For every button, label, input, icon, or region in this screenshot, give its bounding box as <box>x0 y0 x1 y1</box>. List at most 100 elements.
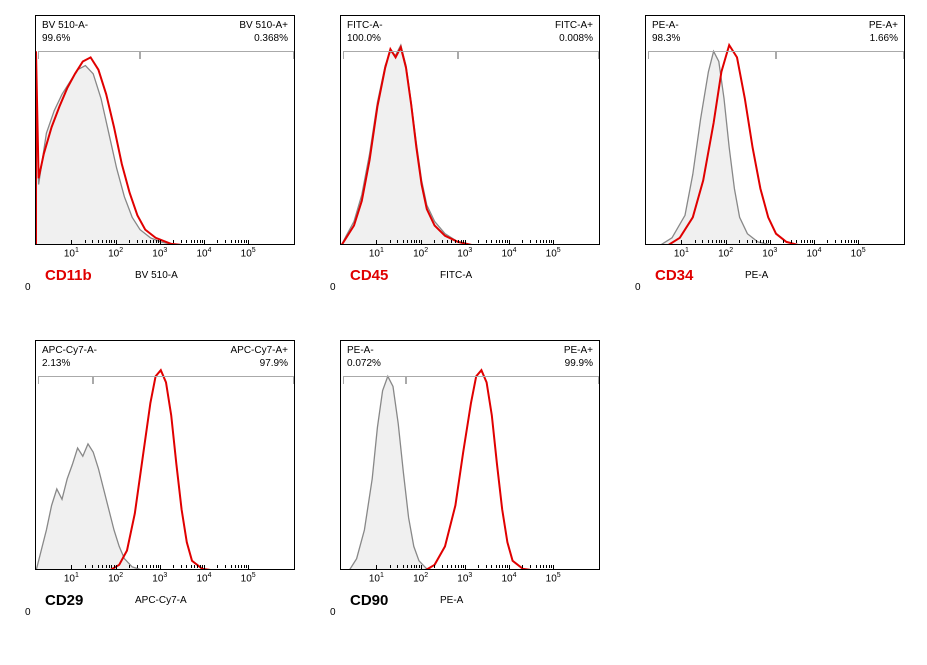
gate-tick <box>598 376 599 384</box>
gate-left <box>343 376 406 377</box>
gate-left <box>38 51 140 52</box>
x-ticks: 101102103104105 <box>645 245 905 265</box>
x-tick-label: 105 <box>241 572 256 584</box>
x-tick-label: 105 <box>546 247 561 259</box>
pos-stat: APC-Cy7-A+ 97.9% <box>230 345 288 369</box>
x-tick-label: 103 <box>152 572 167 584</box>
x-tick-label: 101 <box>369 247 384 259</box>
neg-label: PE-A- <box>347 345 374 356</box>
caption: CD11b <box>45 267 92 284</box>
x-tick-label: 102 <box>413 572 428 584</box>
plot-area: PE-A- 0.072% PE-A+99.9% <box>340 340 600 570</box>
y-zero: 0 <box>635 282 641 293</box>
y-zero: 0 <box>330 607 336 618</box>
gate-right <box>776 51 904 52</box>
neg-stat: PE-A- 0.072% <box>347 345 381 369</box>
caption: CD45 <box>350 267 388 284</box>
x-tick-label: 102 <box>413 247 428 259</box>
gate-tick <box>93 376 94 384</box>
gate-tick <box>776 51 777 59</box>
pos-pct: 97.9% <box>230 358 288 369</box>
neg-pct: 0.072% <box>347 358 381 369</box>
neg-pct: 2.13% <box>42 358 97 369</box>
gate-tick <box>343 376 344 384</box>
axis-label: PE-A <box>745 270 768 281</box>
panel-cd34: PE-A-98.3%PE-A+1.66%0101102103104105CD34… <box>625 15 915 325</box>
x-tick-label: 103 <box>152 247 167 259</box>
gate-tick <box>293 376 294 384</box>
pos-stat: PE-A+ 1.66% <box>869 20 898 44</box>
neg-pct: 100.0% <box>347 33 383 44</box>
gate-right <box>458 51 599 52</box>
x-ticks: 101 102 103 104 105 <box>35 570 295 590</box>
plot-area: BV 510-A- 99.6% BV 510-A+ 0.368% <box>35 15 295 245</box>
gate-right <box>140 51 294 52</box>
neg-stat: APC-Cy7-A- 2.13% <box>42 345 97 369</box>
neg-label: BV 510-A- <box>42 20 88 31</box>
pos-pct: 1.66% <box>869 33 898 44</box>
pos-label: APC-Cy7-A+ <box>230 345 288 356</box>
pos-label: BV 510-A+ <box>239 20 288 31</box>
pos-stat: BV 510-A+ 0.368% <box>239 20 288 44</box>
x-tick-label: 104 <box>501 247 516 259</box>
gate-tick <box>406 376 407 384</box>
neg-pct: 98.3% <box>652 33 680 44</box>
gate-left <box>38 376 93 377</box>
pos-pct: 99.9% <box>564 358 593 369</box>
pos-pct: 0.368% <box>239 33 288 44</box>
pos-label: PE-A+ <box>869 20 898 31</box>
gray-fill <box>36 62 179 246</box>
x-tick-label: 101 <box>369 572 384 584</box>
pos-stat: FITC-A+0.008% <box>555 20 593 44</box>
x-tick-label: 101 <box>674 247 689 259</box>
axis-label: PE-A <box>440 595 463 606</box>
red-curve <box>109 370 218 570</box>
neg-label: FITC-A- <box>347 20 383 31</box>
panel-cd29: APC-Cy7-A- 2.13% APC-Cy7-A+ 97.9% 0 101 102 103… <box>15 340 305 650</box>
gray-fill <box>36 444 145 570</box>
gate-tick <box>38 376 39 384</box>
x-tick-label: 103 <box>457 572 472 584</box>
gate-tick <box>343 51 344 59</box>
y-zero: 0 <box>25 607 31 618</box>
y-zero: 0 <box>25 282 31 293</box>
x-tick-label: 104 <box>196 247 211 259</box>
x-tick-label: 103 <box>457 247 472 259</box>
x-ticks: 101102103104105 <box>35 245 295 265</box>
x-tick-label: 101 <box>64 572 79 584</box>
axis-label: FITC-A <box>440 270 472 281</box>
panel-cd45: FITC-A-100.0%FITC-A+0.008%01011021031041… <box>320 15 610 325</box>
gray-fill <box>349 376 440 570</box>
gate-tick <box>38 51 39 59</box>
gate-tick <box>648 51 649 59</box>
chart-grid: BV 510-A-99.6%BV 510-A+0.368%01011021031… <box>15 15 912 650</box>
x-tick-label: 102 <box>108 572 123 584</box>
x-tick-label: 101 <box>64 247 79 259</box>
x-tick-label: 104 <box>501 572 516 584</box>
axis-label: BV 510-A <box>135 270 178 281</box>
axis-label: APC-Cy7-A <box>135 595 187 606</box>
x-tick-label: 103 <box>762 247 777 259</box>
plot-area: PE-A-98.3% PE-A+ 1.66% <box>645 15 905 245</box>
x-tick-label: 102 <box>718 247 733 259</box>
neg-label: APC-Cy7-A- <box>42 345 97 356</box>
x-ticks: 101 102 103 104 105 <box>340 245 600 265</box>
gate-tick <box>140 51 141 59</box>
neg-stat: PE-A-98.3% <box>652 20 680 44</box>
x-tick-label: 104 <box>196 572 211 584</box>
gate-left <box>343 51 458 52</box>
x-tick-label: 105 <box>241 247 256 259</box>
caption: CD29 <box>45 592 83 609</box>
gate-left <box>648 51 776 52</box>
gate-tick <box>458 51 459 59</box>
pos-stat: PE-A+99.9% <box>564 345 593 369</box>
caption: CD90 <box>350 592 388 609</box>
neg-pct: 99.6% <box>42 33 88 44</box>
pos-pct: 0.008% <box>555 33 593 44</box>
caption: CD34 <box>655 267 693 284</box>
plot-area: FITC-A- 100.0% FITC-A+0.008% <box>340 15 600 245</box>
gate-right <box>93 376 294 377</box>
neg-stat: BV 510-A- 99.6% <box>42 20 88 44</box>
x-tick-label: 104 <box>806 247 821 259</box>
plot-area: APC-Cy7-A- 2.13% APC-Cy7-A+ 97.9% <box>35 340 295 570</box>
